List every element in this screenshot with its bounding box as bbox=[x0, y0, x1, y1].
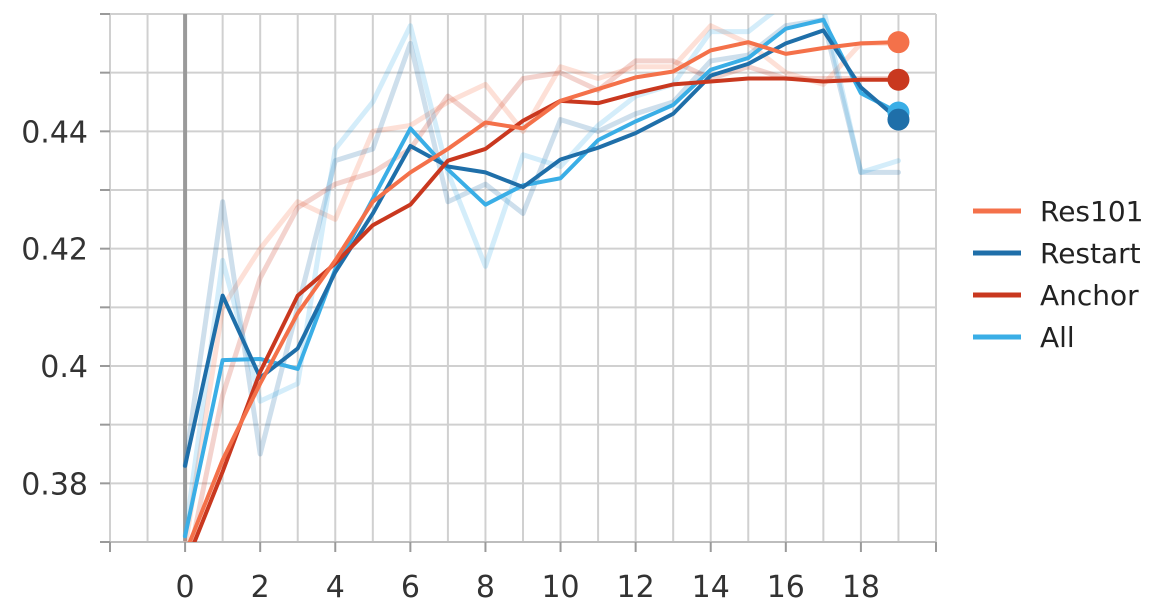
series-line-all bbox=[183, 17, 901, 539]
series-line-restart bbox=[183, 28, 901, 468]
series-line-res101 bbox=[187, 40, 901, 542]
y-tick-label: 0.42 bbox=[21, 233, 88, 268]
axes bbox=[100, 13, 937, 552]
end-marker-anchor bbox=[887, 68, 910, 91]
x-tick-label: 8 bbox=[476, 570, 495, 605]
x-tick-label: 4 bbox=[326, 570, 345, 605]
end-markers bbox=[887, 31, 910, 131]
x-tick-label: 10 bbox=[541, 570, 579, 605]
raw-series-line bbox=[183, 23, 901, 542]
legend-label-anchor: Anchor bbox=[1040, 279, 1139, 312]
legend: Res101 Restart Anchor All bbox=[973, 195, 1143, 354]
raw-series-line bbox=[182, 17, 901, 469]
x-tick-label: 0 bbox=[176, 570, 195, 605]
x-tick-label: 14 bbox=[692, 570, 730, 605]
x-tick-label: 18 bbox=[842, 570, 880, 605]
raw-series-line bbox=[189, 58, 901, 542]
y-tick-label: 0.38 bbox=[21, 467, 88, 502]
raw-series-lines bbox=[182, 14, 901, 542]
x-tick-label: 2 bbox=[251, 570, 270, 605]
raw-series-line bbox=[182, 14, 901, 539]
y-tick-label: 0.4 bbox=[40, 350, 88, 385]
smoothed-series-lines bbox=[183, 17, 901, 542]
y-tick-labels: 0.38 0.4 0.42 0.44 bbox=[21, 115, 88, 502]
legend-label-restart: Restart bbox=[1040, 237, 1141, 270]
legend-label-all: All bbox=[1040, 321, 1075, 354]
end-marker-restart bbox=[887, 108, 910, 131]
x-tick-label: 6 bbox=[401, 570, 420, 605]
y-tick-label: 0.44 bbox=[21, 115, 88, 150]
end-marker-res101 bbox=[887, 31, 910, 54]
grid bbox=[109, 13, 937, 543]
x-tick-label: 12 bbox=[617, 570, 655, 605]
x-tick-label: 16 bbox=[767, 570, 805, 605]
legend-label-res101: Res101 bbox=[1040, 195, 1143, 228]
series-line-anchor bbox=[192, 76, 901, 542]
x-tick-labels: 0 2 4 6 8 10 12 14 16 18 bbox=[176, 570, 880, 605]
